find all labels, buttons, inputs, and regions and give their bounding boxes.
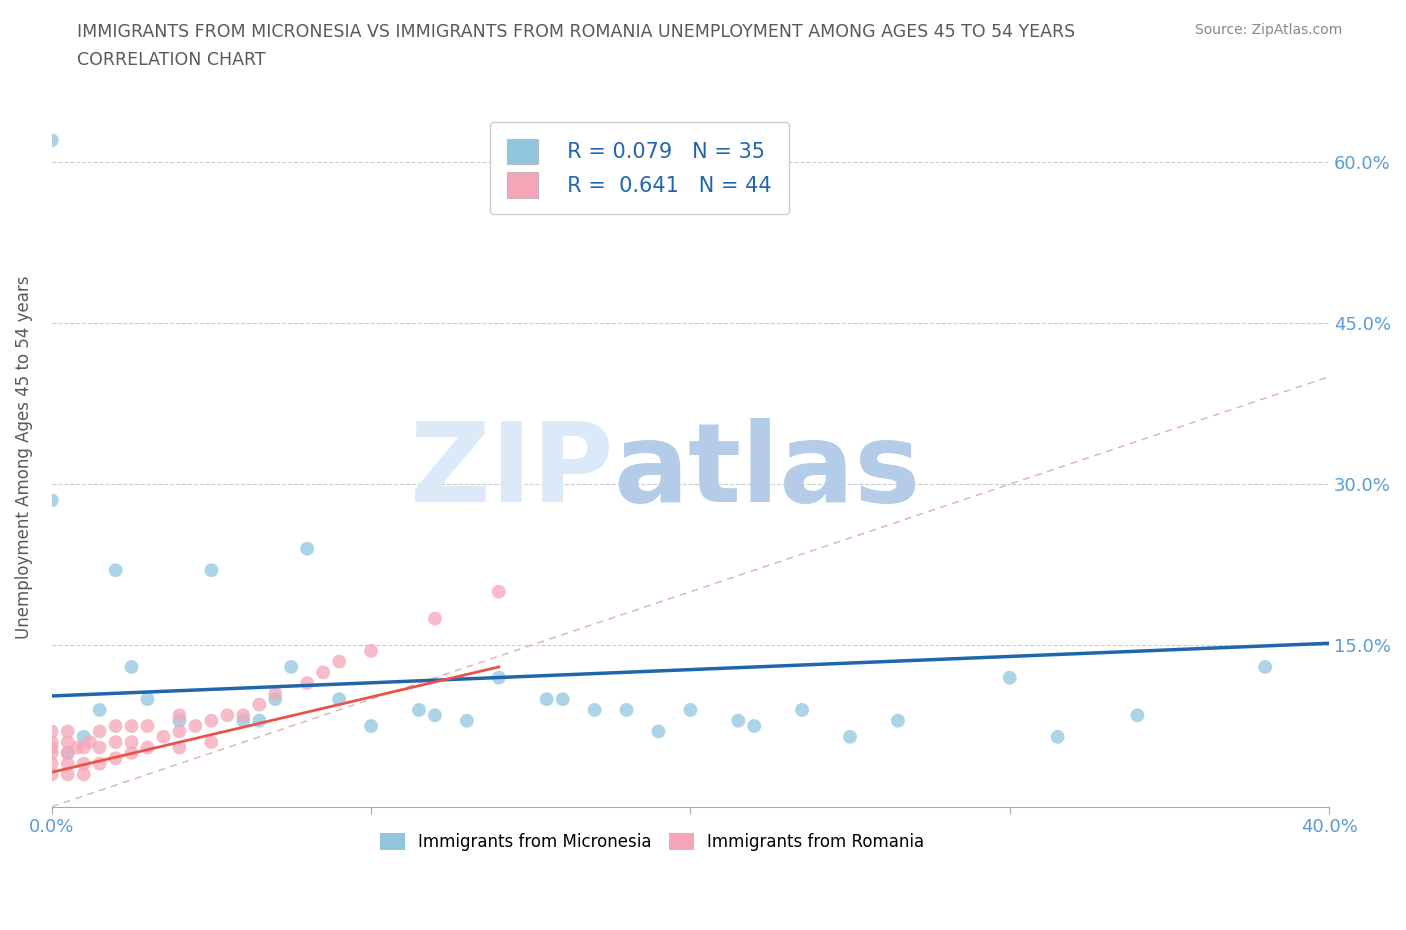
- Point: [41, 493, 63, 508]
- Point: [200, 713, 222, 728]
- Point: [169, 713, 191, 728]
- Point: [121, 735, 143, 750]
- Point: [56, 746, 79, 761]
- Point: [184, 719, 207, 734]
- Text: atlas: atlas: [614, 418, 921, 525]
- Point: [295, 675, 318, 690]
- Point: [488, 584, 510, 599]
- Point: [169, 708, 191, 723]
- Point: [41, 724, 63, 738]
- Text: ZIP: ZIP: [411, 418, 614, 525]
- Point: [66, 740, 89, 755]
- Point: [56, 735, 79, 750]
- Point: [200, 735, 222, 750]
- Point: [792, 702, 814, 717]
- Point: [73, 729, 96, 744]
- Point: [679, 702, 702, 717]
- Point: [456, 713, 478, 728]
- Point: [121, 719, 143, 734]
- Point: [200, 563, 222, 578]
- Point: [79, 735, 101, 750]
- Point: [1254, 659, 1277, 674]
- Point: [104, 719, 127, 734]
- Point: [41, 740, 63, 755]
- Point: [136, 692, 159, 707]
- Point: [360, 719, 382, 734]
- Point: [295, 541, 318, 556]
- Point: [1046, 729, 1069, 744]
- Point: [408, 702, 430, 717]
- Point: [727, 713, 749, 728]
- Point: [89, 702, 111, 717]
- Point: [169, 724, 191, 738]
- Point: [360, 644, 382, 658]
- Point: [280, 659, 302, 674]
- Point: [647, 724, 669, 738]
- Point: [136, 740, 159, 755]
- Text: IMMIGRANTS FROM MICRONESIA VS IMMIGRANTS FROM ROMANIA UNEMPLOYMENT AMONG AGES 45: IMMIGRANTS FROM MICRONESIA VS IMMIGRANTS…: [77, 23, 1076, 41]
- Point: [247, 713, 270, 728]
- Point: [56, 767, 79, 782]
- Point: [41, 756, 63, 771]
- Point: [742, 719, 765, 734]
- Text: Source: ZipAtlas.com: Source: ZipAtlas.com: [1195, 23, 1343, 37]
- Point: [583, 702, 606, 717]
- Point: [536, 692, 558, 707]
- Point: [328, 692, 350, 707]
- Point: [104, 751, 127, 765]
- Point: [264, 686, 287, 701]
- Point: [312, 665, 335, 680]
- Point: [217, 708, 239, 723]
- Point: [247, 698, 270, 712]
- Point: [232, 708, 254, 723]
- Point: [616, 702, 638, 717]
- Point: [169, 740, 191, 755]
- Point: [551, 692, 574, 707]
- Point: [73, 740, 96, 755]
- Point: [89, 724, 111, 738]
- Point: [839, 729, 862, 744]
- Point: [56, 724, 79, 738]
- Point: [232, 713, 254, 728]
- Point: [998, 671, 1021, 685]
- Text: CORRELATION CHART: CORRELATION CHART: [77, 51, 266, 69]
- Point: [121, 659, 143, 674]
- Point: [328, 654, 350, 669]
- Point: [89, 740, 111, 755]
- Point: [89, 756, 111, 771]
- Point: [1126, 708, 1149, 723]
- Y-axis label: Unemployment Among Ages 45 to 54 years: Unemployment Among Ages 45 to 54 years: [15, 275, 32, 639]
- Point: [136, 719, 159, 734]
- Point: [488, 671, 510, 685]
- Point: [423, 708, 446, 723]
- Point: [73, 756, 96, 771]
- Point: [41, 767, 63, 782]
- Point: [104, 735, 127, 750]
- Point: [41, 133, 63, 148]
- Point: [423, 611, 446, 626]
- Point: [56, 756, 79, 771]
- Point: [152, 729, 174, 744]
- Legend: Immigrants from Micronesia, Immigrants from Romania: Immigrants from Micronesia, Immigrants f…: [374, 826, 931, 857]
- Point: [56, 746, 79, 761]
- Point: [121, 746, 143, 761]
- Point: [41, 735, 63, 750]
- Point: [264, 692, 287, 707]
- Point: [887, 713, 910, 728]
- Point: [41, 746, 63, 761]
- Point: [73, 767, 96, 782]
- Point: [104, 563, 127, 578]
